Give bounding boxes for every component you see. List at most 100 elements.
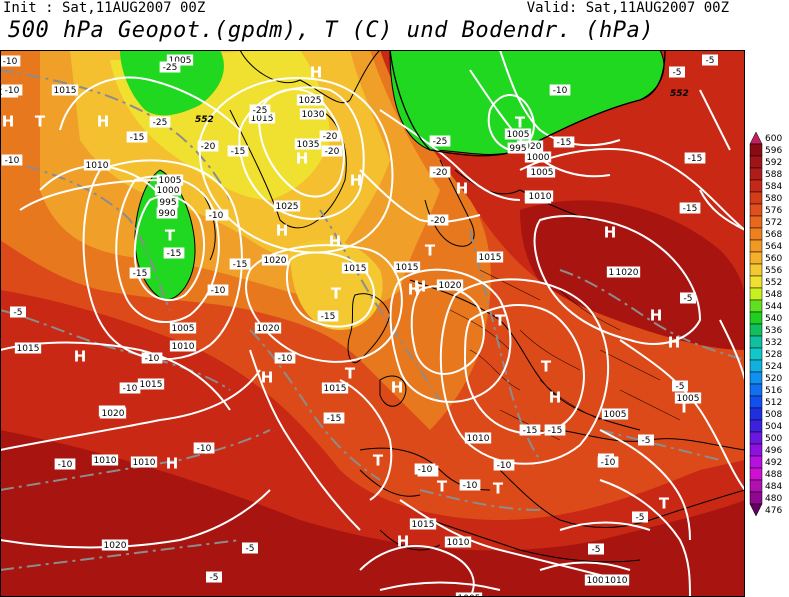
legend-swatch <box>749 179 763 193</box>
temperature-label: -10 <box>414 463 436 475</box>
pressure-label: 1035 <box>294 138 322 150</box>
legend-level-label: 476 <box>765 506 782 516</box>
pressure-label: 995 <box>157 196 179 208</box>
temperature-label: -5 <box>669 66 685 78</box>
temperature-label: -10 <box>493 459 515 471</box>
pressure-label-box <box>273 200 301 212</box>
temperature-label-text: -5 <box>676 382 685 392</box>
pressure-label-box <box>393 261 421 273</box>
temperature-label-box <box>54 458 76 470</box>
legend-level-label: 540 <box>765 314 782 324</box>
high-label: H <box>668 333 681 351</box>
low-label: T <box>425 241 436 259</box>
low-label: T <box>437 477 448 495</box>
temperature-label-text: -5 <box>642 436 651 446</box>
high-label: H <box>350 171 363 189</box>
temperature-label: -15 <box>679 202 701 214</box>
temperature-label-text: -20 <box>325 147 340 157</box>
pressure-label-text: 1015 <box>412 520 435 530</box>
pressure-label-text: 1010 <box>94 456 117 466</box>
high-label: H <box>408 280 421 298</box>
temperature-label-box <box>319 130 341 142</box>
temperature-label-box <box>597 456 619 468</box>
pressure-label-box <box>91 454 119 466</box>
pressure-label-box <box>409 518 437 530</box>
pressure-label-text: 1015 <box>54 86 77 96</box>
legend-level-label: 536 <box>765 326 782 336</box>
pressure-label-text: 1005 <box>458 594 481 597</box>
temperature-label: -15 <box>317 310 339 322</box>
temperature-label: -15 <box>544 424 566 436</box>
legend-swatch <box>749 491 763 505</box>
pressure-labels: 1005101510151025103010351015101010051000… <box>0 54 702 597</box>
legend-level-label: 528 <box>765 350 782 360</box>
pressure-label-text: 1005 <box>507 130 530 140</box>
high-label-text: H <box>74 347 87 365</box>
temperature-label-box <box>229 258 251 270</box>
legend-swatch <box>749 299 763 313</box>
legend-swatch <box>749 155 763 169</box>
pressure-label-box <box>524 151 552 163</box>
pressure-label-text: 1015 <box>344 264 367 274</box>
temperature-label-box <box>669 66 685 78</box>
high-label-text: H <box>397 532 410 550</box>
temperature-label-text: -10 <box>209 211 224 221</box>
low-label: T <box>345 364 356 382</box>
temperature-label-text: -15 <box>130 133 145 143</box>
temperature-label-text: -15 <box>133 269 148 279</box>
temperature-label: -5 <box>242 542 258 554</box>
pressure-label: 1025 <box>273 200 301 212</box>
temperature-label-box <box>141 352 163 364</box>
high-label-text: H <box>414 277 427 295</box>
temperature-isotherms <box>0 69 745 571</box>
legend-level-label: 508 <box>765 410 782 420</box>
temperature-label: -15 <box>229 258 251 270</box>
legend-level-label: 532 <box>765 338 782 348</box>
pressure-label-box <box>169 340 197 352</box>
temperature-label-box <box>206 571 222 583</box>
pressure-label-box <box>299 108 327 120</box>
temperature-label-text: -10 <box>5 86 20 96</box>
pressure-label: 1005 <box>455 592 483 597</box>
temperature-label-text: -15 <box>231 147 246 157</box>
pressure-label: 1015 <box>393 261 421 273</box>
temperature-label-text: -15 <box>167 249 182 259</box>
temperature-label: -10 <box>274 352 296 364</box>
temperature-label: -5 <box>680 292 696 304</box>
temperature-label: -10 <box>193 442 215 454</box>
pressure-label: 1020 <box>101 539 129 551</box>
temperature-label-box <box>193 442 215 454</box>
legend-level-label: 592 <box>765 158 782 168</box>
low-label-text: T <box>493 479 504 497</box>
legend-swatch <box>749 479 763 493</box>
pressure-label: 995 <box>507 142 529 154</box>
temperature-label-text: -15 <box>327 414 342 424</box>
temperature-label: -5 <box>632 511 648 523</box>
pressure-label-box <box>455 592 483 597</box>
pressure-label-text: 1010 <box>172 342 195 352</box>
pressure-label-text: 1005 <box>604 410 627 420</box>
temperature-label-box <box>163 247 185 259</box>
pressure-label-text: 1020 <box>439 281 462 291</box>
pressure-label-box <box>261 254 289 266</box>
high-label-text: H <box>166 454 179 472</box>
temperature-label-text: -10 <box>463 481 478 491</box>
low-label: T <box>165 226 176 244</box>
pressure-label: 1010 <box>444 536 472 548</box>
pressure-label: 1010 <box>602 574 630 586</box>
pressure-label-text: 1020 <box>519 142 542 152</box>
pressure-label: 1015 <box>341 262 369 274</box>
temperature-label: -5 <box>206 571 222 583</box>
pressure-label: 1010 <box>464 432 492 444</box>
pressure-label-text: 1015 <box>479 253 502 263</box>
high-label-text: H <box>276 221 289 239</box>
low-label: T <box>35 112 46 130</box>
pressure-label-box <box>476 251 504 263</box>
temperature-label: -10 <box>1 154 23 166</box>
pressure-label-box <box>156 207 178 219</box>
pressure-label-text: 1025 <box>276 202 299 212</box>
temperature-label: -10 <box>459 479 481 491</box>
temperature-label: -20 <box>319 130 341 142</box>
pressure-label-box <box>526 190 554 202</box>
pressure-label-text: 1000 <box>527 153 550 163</box>
